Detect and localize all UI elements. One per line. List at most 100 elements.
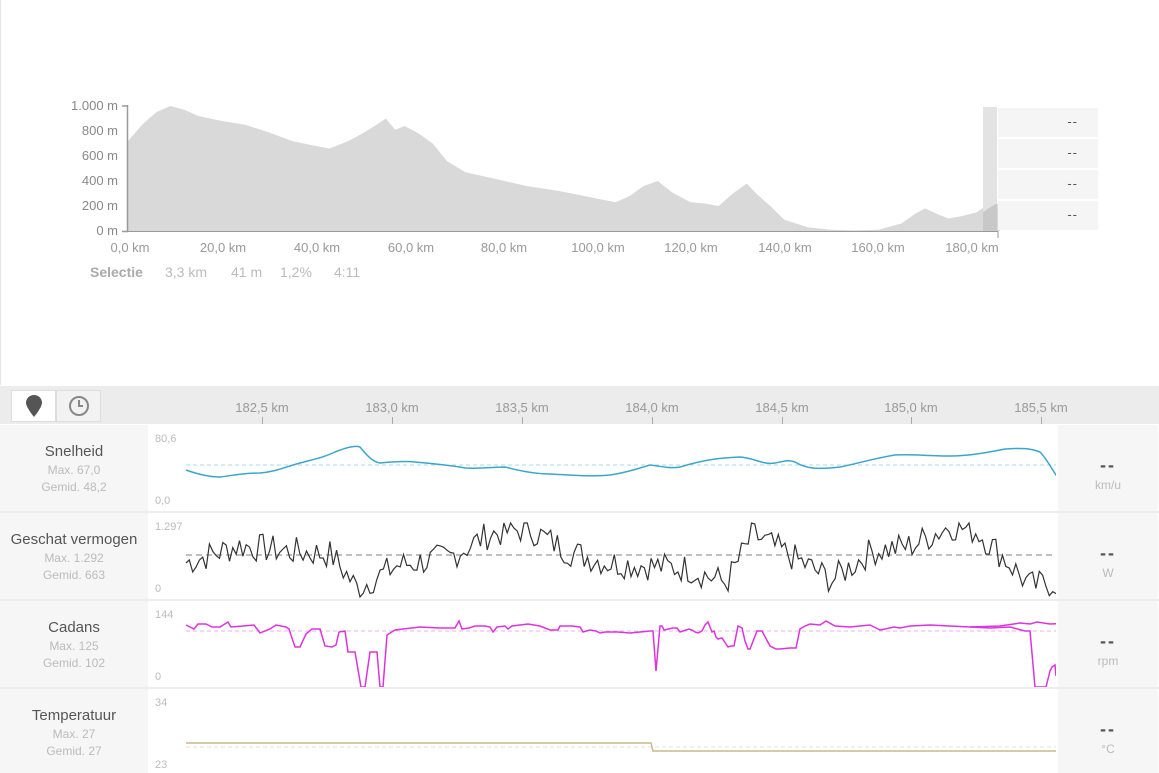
metric-row-temperature: Temperatuur Max. 27 Gemid. 27 34 23 -- °… [0, 689, 1159, 773]
unit-label: W [1102, 566, 1114, 580]
metric-avg: Gemid. 102 [42, 656, 106, 670]
metric-max: Max. 1.292 [44, 551, 104, 565]
selection-label: Selectie [90, 264, 143, 280]
location-toggle-button[interactable] [11, 390, 56, 422]
detail-x-tick: 183,0 km [365, 400, 419, 415]
tick-mark [522, 417, 523, 424]
metric-name: Geschat vermogen [10, 531, 138, 548]
power-plot[interactable]: 1.297 0 [150, 513, 1056, 599]
x-tick-label: 20,0 km [199, 240, 247, 255]
metric-label: Snelheid Max. 67,0 Gemid. 48,2 [0, 425, 148, 511]
y-tick-label: 0 m [96, 223, 118, 238]
tick-mark [392, 417, 393, 424]
detail-panel: 182,5 km 183,0 km 183,5 km 184,0 km 184,… [0, 386, 1159, 773]
selection-grade: 1,2% [280, 264, 312, 280]
detail-x-tick: 184,0 km [625, 400, 679, 415]
stat-value: -- [1067, 176, 1078, 191]
y-min-label: 0,0 [155, 495, 171, 507]
metric-row-power: Geschat vermogen Max. 1.292 Gemid. 663 1… [0, 513, 1159, 599]
x-tick-label: 100,0 km [571, 240, 625, 255]
detail-x-tick: 184,5 km [755, 400, 809, 415]
metric-value: -- km/u [1058, 425, 1158, 511]
metric-label: Temperatuur Max. 27 Gemid. 27 [0, 689, 148, 773]
unit-label: km/u [1094, 478, 1121, 492]
x-tick-label: 120,0 km [664, 240, 718, 255]
metric-value: -- °C [1058, 689, 1158, 773]
y-tick-label: 1.000 m [71, 98, 118, 113]
detail-axis-bar: 182,5 km 183,0 km 183,5 km 184,0 km 184,… [0, 386, 1159, 424]
elevation-chart[interactable] [0, 0, 1159, 385]
metric-name: Snelheid [44, 443, 104, 460]
detail-x-tick: 185,5 km [1014, 400, 1068, 415]
current-value: -- [1100, 719, 1116, 739]
stat-box: -- [998, 139, 1098, 168]
tick-mark [782, 417, 783, 424]
y-tick-label: 800 m [81, 123, 118, 138]
current-value: -- [1100, 543, 1116, 563]
metric-label: Cadans Max. 125 Gemid. 102 [0, 601, 148, 687]
row-divider [0, 599, 1159, 601]
metric-max: Max. 125 [49, 639, 99, 653]
metric-value: -- rpm [1058, 601, 1158, 687]
tick-mark [262, 417, 263, 424]
y-max-label: 80,6 [155, 433, 177, 445]
temperature-plot[interactable]: 34 23 [150, 689, 1056, 773]
metric-avg: Gemid. 27 [46, 744, 102, 758]
metric-label: Geschat vermogen Max. 1.292 Gemid. 663 [0, 513, 148, 599]
unit-label: rpm [1097, 654, 1119, 668]
stat-box: -- [998, 170, 1098, 199]
x-tick-label: 160,0 km [851, 240, 905, 255]
selection-distance: 3,3 km [165, 264, 208, 280]
y-tick-label: 400 m [81, 173, 118, 188]
left-border [0, 0, 1, 385]
selection-time: 4:11 [334, 264, 361, 280]
metric-avg: Gemid. 48,2 [41, 480, 107, 494]
y-tick-label: 600 m [81, 148, 118, 163]
selection-band [983, 107, 997, 231]
y-max-label: 144 [155, 609, 174, 621]
tick-mark [911, 417, 912, 424]
metric-name: Temperatuur [31, 707, 117, 724]
metric-avg: Gemid. 663 [42, 568, 106, 582]
stat-value: -- [1067, 207, 1078, 222]
metric-max: Max. 67,0 [47, 463, 101, 477]
x-tick-label: 80,0 km [480, 240, 528, 255]
x-tick-label: 0,0 km [110, 240, 150, 255]
elevation-profile[interactable]: 1.000 m 800 m 600 m 400 m 200 m 0 m 0,0 … [0, 0, 1159, 385]
y-min-label: 0 [155, 583, 162, 595]
unit-label: °C [1101, 742, 1115, 756]
metric-value: -- W [1058, 513, 1158, 599]
detail-x-tick: 185,0 km [884, 400, 938, 415]
y-max-label: 1.297 [155, 521, 183, 533]
current-value: -- [1100, 631, 1116, 651]
detail-x-tick: 182,5 km [235, 400, 289, 415]
metric-row-speed: Snelheid Max. 67,0 Gemid. 48,2 80,6 0,0 … [0, 425, 1159, 511]
stat-box: -- [998, 201, 1098, 230]
stat-value: -- [1067, 114, 1078, 129]
y-min-label: 0 [155, 671, 162, 683]
metric-max: Max. 27 [52, 727, 96, 741]
y-tick-label: 200 m [81, 198, 118, 213]
x-tick-label: 140,0 km [758, 240, 812, 255]
detail-x-tick: 183,5 km [495, 400, 549, 415]
speed-plot[interactable]: 80,6 0,0 [150, 425, 1056, 511]
x-tick-label: 40,0 km [293, 240, 341, 255]
time-toggle-button[interactable] [56, 390, 101, 422]
tick-mark [1041, 417, 1042, 424]
row-divider [0, 687, 1159, 689]
current-value: -- [1100, 455, 1116, 475]
stat-box: -- [998, 108, 1098, 137]
metric-name: Cadans [48, 619, 100, 636]
selection-elevation: 41 m [231, 264, 263, 280]
metric-row-cadence: Cadans Max. 125 Gemid. 102 144 0 -- rpm [0, 601, 1159, 687]
x-tick-label: 180,0 km [945, 240, 999, 255]
row-divider [0, 511, 1159, 513]
y-max-label: 34 [155, 697, 168, 709]
map-pin-icon [25, 395, 42, 417]
x-tick-label: 60,0 km [387, 240, 435, 255]
stat-value: -- [1067, 145, 1078, 160]
y-min-label: 23 [155, 759, 168, 771]
clock-icon [68, 396, 89, 416]
cadence-plot[interactable]: 144 0 [150, 601, 1056, 687]
tick-mark [652, 417, 653, 424]
